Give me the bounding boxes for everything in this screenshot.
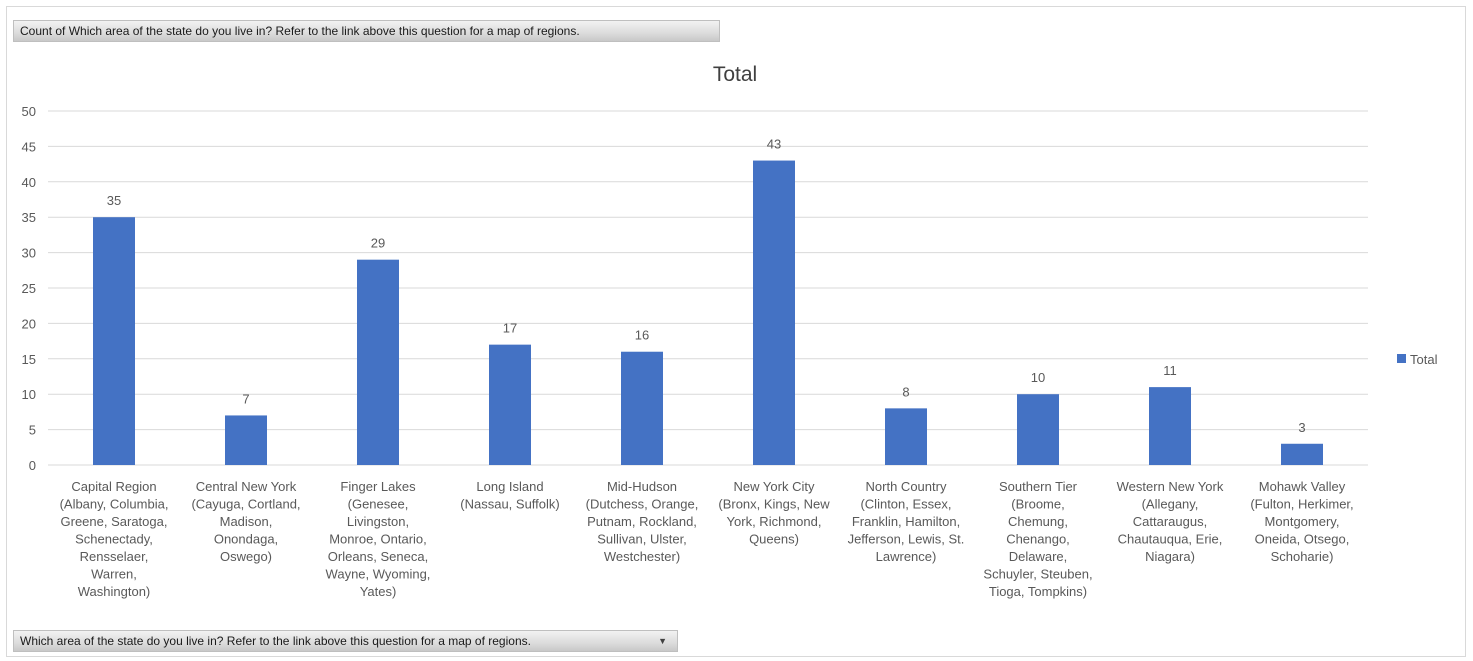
axis-field-label: Which area of the state do you live in? … — [20, 634, 531, 648]
axis-field-button[interactable]: Which area of the state do you live in? … — [13, 630, 678, 652]
value-field-button[interactable]: Count of Which area of the state do you … — [13, 20, 720, 42]
value-field-label: Count of Which area of the state do you … — [20, 24, 580, 38]
dropdown-arrow-icon[interactable]: ▼ — [658, 636, 667, 646]
chart-area — [6, 6, 1466, 657]
